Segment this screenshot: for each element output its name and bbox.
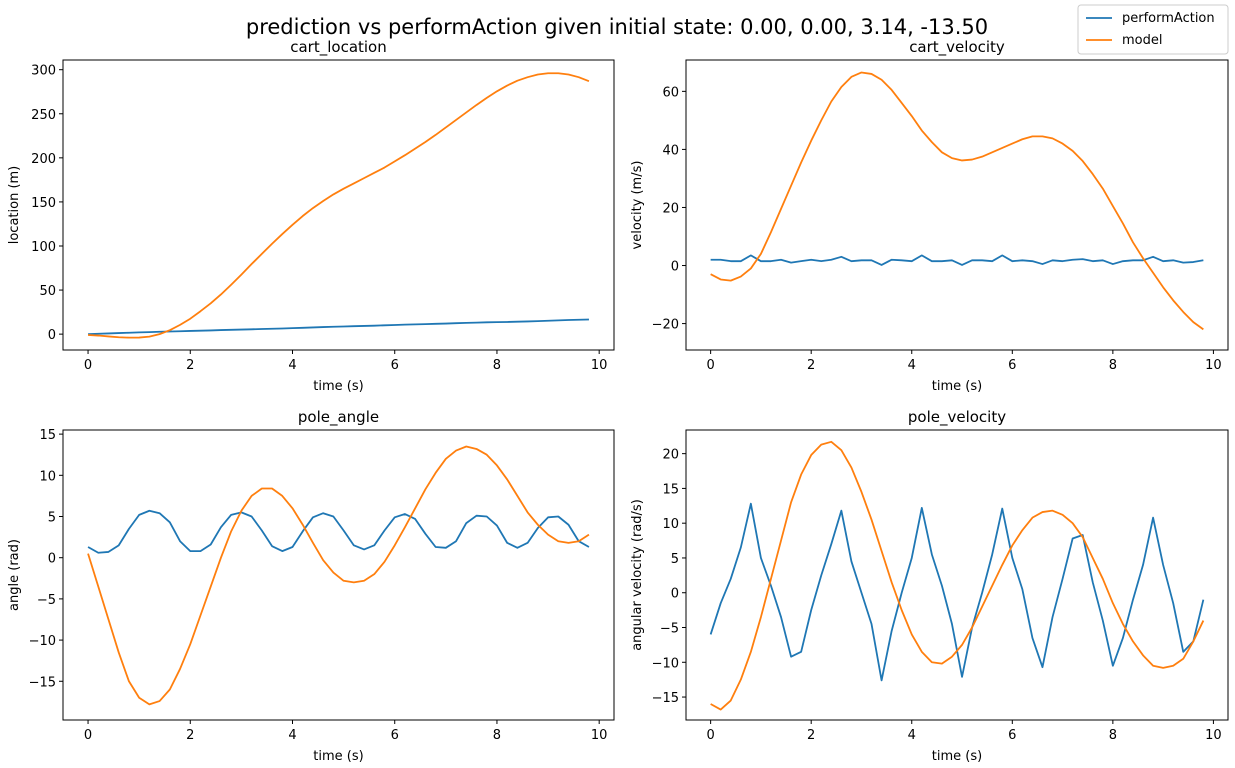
cart-location-ytick-label: 150 bbox=[31, 196, 56, 211]
plot-cart-location: 0 2 4 6 8 10050100150200250300cart_locationti… bbox=[7, 38, 615, 394]
pole-velocity-xlabel: time (s) bbox=[932, 749, 982, 764]
pole-velocity-series-model bbox=[710, 440, 1205, 711]
cart-location-ytick-label: 100 bbox=[31, 240, 56, 255]
cart-location-ytick-label: 0 bbox=[48, 328, 56, 343]
pole-angle-xtick-label: 0 bbox=[84, 728, 92, 743]
pole-velocity-ytick-label: −5 bbox=[660, 622, 679, 637]
cart-velocity-ytick-label: 60 bbox=[662, 85, 679, 100]
pole-velocity-ytick-label: −10 bbox=[652, 656, 679, 671]
pole-angle-xtick-label: 8 bbox=[493, 728, 501, 743]
legend: performAction model bbox=[1077, 4, 1229, 55]
cart-velocity-series-model bbox=[710, 71, 1204, 331]
pole-velocity-title: pole_velocity bbox=[908, 408, 1006, 427]
cart-velocity-xtick-label: 4 bbox=[908, 358, 916, 373]
cart-velocity-xtick-label: 6 bbox=[1008, 358, 1016, 373]
pole-velocity-ylabel: angular velocity (rad/s) bbox=[630, 499, 645, 651]
pole-velocity-ytick-label: 10 bbox=[662, 517, 679, 532]
cart-location-xtick-label: 6 bbox=[391, 358, 399, 373]
cart-location-ytick-label: 300 bbox=[31, 64, 56, 79]
cart-velocity-ytick-label: −20 bbox=[652, 318, 679, 333]
figure-title: prediction vs performAction given initia… bbox=[246, 15, 988, 39]
cart-location-xtick-label: 4 bbox=[288, 358, 296, 373]
pole-velocity-xtick-label: 0 bbox=[706, 728, 714, 743]
pole-velocity-xtick-label: 10 bbox=[1205, 728, 1222, 743]
pole-angle-title: pole_angle bbox=[298, 408, 379, 427]
cart-velocity-xtick-label: 0 bbox=[706, 358, 714, 373]
cart-location-xtick-label: 0 bbox=[84, 358, 92, 373]
cart-location-ytick-label: 50 bbox=[39, 284, 56, 299]
pole-angle-ytick-label: −5 bbox=[37, 593, 56, 608]
cart-location-title: cart_location bbox=[290, 38, 387, 57]
pole-angle-xlabel: time (s) bbox=[313, 749, 363, 764]
pole-velocity-xtick-label: 6 bbox=[1008, 728, 1016, 743]
pole-angle-xtick-label: 6 bbox=[391, 728, 399, 743]
cart-velocity-xtick-label: 10 bbox=[1205, 358, 1222, 373]
pole-velocity-ytick-label: 20 bbox=[662, 448, 679, 463]
pole-velocity-ytick-label: −15 bbox=[652, 691, 679, 706]
pole-angle-ytick-label: −15 bbox=[29, 675, 56, 690]
cart-velocity-ytick-label: 40 bbox=[662, 143, 679, 158]
cart-location-axes-frame bbox=[62, 59, 615, 351]
cart-location-xtick-label: 10 bbox=[591, 358, 608, 373]
pole-angle-xtick-label: 2 bbox=[186, 728, 194, 743]
cart-location-series-model bbox=[88, 72, 590, 339]
pole-velocity-axes-frame bbox=[685, 429, 1229, 721]
cart-velocity-title: cart_velocity bbox=[909, 38, 1005, 57]
cart-location-xtick-label: 8 bbox=[493, 358, 501, 373]
pole-angle-series-performaction bbox=[87, 509, 590, 554]
legend-label-model: model bbox=[1122, 33, 1162, 48]
cart-velocity-axes-frame bbox=[685, 59, 1229, 351]
pole-angle-ytick-label: 15 bbox=[39, 428, 56, 443]
cart-location-ytick-label: 250 bbox=[31, 108, 56, 123]
cart-velocity-xtick-label: 8 bbox=[1109, 358, 1117, 373]
pole-angle-ytick-label: −10 bbox=[29, 634, 56, 649]
cart-location-ylabel: location (m) bbox=[7, 166, 22, 245]
plot-pole-velocity: 0 2 4 6 8 10 −15 −10 −5 0 5 10 15 20 pole_velocitytime… bbox=[630, 408, 1229, 764]
pole-angle-ytick-label: 0 bbox=[48, 552, 56, 567]
cart-velocity-ytick-label: 20 bbox=[662, 201, 679, 216]
pole-angle-xtick-label: 10 bbox=[591, 728, 608, 743]
legend-label-performaction: performAction bbox=[1122, 11, 1215, 26]
legend-box bbox=[1077, 4, 1229, 55]
cart-velocity-ylabel: velocity (m/s) bbox=[630, 161, 645, 250]
cart-location-ytick-label: 200 bbox=[31, 152, 56, 167]
cart-location-series-performaction bbox=[88, 318, 589, 336]
cart-velocity-xlabel: time (s) bbox=[932, 379, 982, 394]
pole-angle-ytick-label: 5 bbox=[48, 511, 56, 526]
pole-velocity-ytick-label: 15 bbox=[662, 482, 679, 497]
pole-angle-axes-frame bbox=[62, 429, 615, 721]
pole-velocity-xtick-label: 4 bbox=[908, 728, 916, 743]
cart-velocity-series-performaction bbox=[710, 254, 1204, 266]
cart-location-xtick-label: 2 bbox=[186, 358, 194, 373]
pole-angle-ylabel: angle (rad) bbox=[7, 539, 22, 611]
pole-angle-series-model bbox=[87, 445, 590, 706]
pole-angle-ytick-label: 10 bbox=[39, 469, 56, 484]
pole-angle-xtick-label: 4 bbox=[288, 728, 296, 743]
pole-velocity-ytick-label: 0 bbox=[671, 587, 679, 602]
pole-velocity-ytick-label: 5 bbox=[671, 552, 679, 567]
cart-velocity-ytick-label: 0 bbox=[671, 260, 679, 275]
cart-velocity-xtick-label: 2 bbox=[807, 358, 815, 373]
pole-velocity-xtick-label: 2 bbox=[807, 728, 815, 743]
pole-velocity-xtick-label: 8 bbox=[1109, 728, 1117, 743]
cart-location-xlabel: time (s) bbox=[313, 379, 363, 394]
